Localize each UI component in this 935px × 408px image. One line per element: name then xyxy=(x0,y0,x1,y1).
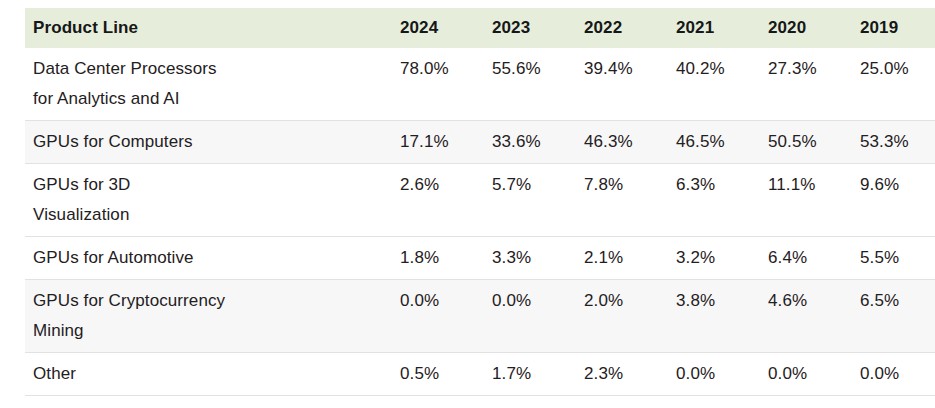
column-header-2020: 2020 xyxy=(768,13,860,43)
value-cell: 2.6% xyxy=(400,170,492,200)
value-cell: 25.0% xyxy=(860,54,935,84)
value-cell: 1.7% xyxy=(492,359,584,389)
value-cell: 27.3% xyxy=(768,54,860,84)
value-cell: 39.4% xyxy=(584,54,676,84)
row-label: GPUs for 3D Visualization xyxy=(25,170,400,230)
column-header-2023: 2023 xyxy=(492,13,584,43)
table-row-gpus-for-cryptocurrency-mining: GPUs for Cryptocurrency Mining 0.0% 0.0%… xyxy=(25,280,935,353)
value-cell: 46.3% xyxy=(584,127,676,157)
column-header-2024: 2024 xyxy=(400,13,492,43)
row-label: GPUs for Computers xyxy=(25,127,400,157)
value-cell: 40.2% xyxy=(676,54,768,84)
value-cell: 3.8% xyxy=(676,286,768,316)
value-cell: 2.0% xyxy=(584,286,676,316)
value-cell: 0.0% xyxy=(860,359,935,389)
value-cell: 46.5% xyxy=(676,127,768,157)
value-cell: 11.1% xyxy=(768,170,860,200)
value-cell: 4.6% xyxy=(768,286,860,316)
value-cell: 0.0% xyxy=(492,286,584,316)
table-row-gpus-for-automotive: GPUs for Automotive 1.8% 3.3% 2.1% 3.2% … xyxy=(25,237,935,280)
value-cell: 5.7% xyxy=(492,170,584,200)
table-header-row: Product Line 2024 2023 2022 2021 2020 20… xyxy=(25,8,935,48)
value-cell: 2.3% xyxy=(584,359,676,389)
value-cell: 78.0% xyxy=(400,54,492,84)
value-cell: 0.0% xyxy=(768,359,860,389)
value-cell: 6.4% xyxy=(768,243,860,273)
value-cell: 53.3% xyxy=(860,127,935,157)
value-cell: 9.6% xyxy=(860,170,935,200)
value-cell: 3.3% xyxy=(492,243,584,273)
value-cell: 50.5% xyxy=(768,127,860,157)
column-header-product-line: Product Line xyxy=(25,13,400,43)
column-header-2022: 2022 xyxy=(584,13,676,43)
row-label: Other xyxy=(25,359,400,389)
table-row-data-center-processors: Data Center Processors for Analytics and… xyxy=(25,48,935,121)
value-cell: 1.8% xyxy=(400,243,492,273)
value-cell: 17.1% xyxy=(400,127,492,157)
value-cell: 33.6% xyxy=(492,127,584,157)
value-cell: 6.5% xyxy=(860,286,935,316)
value-cell: 0.5% xyxy=(400,359,492,389)
value-cell: 6.3% xyxy=(676,170,768,200)
value-cell: 7.8% xyxy=(584,170,676,200)
value-cell: 3.2% xyxy=(676,243,768,273)
value-cell: 0.0% xyxy=(676,359,768,389)
value-cell: 2.1% xyxy=(584,243,676,273)
value-cell: 55.6% xyxy=(492,54,584,84)
product-line-revenue-table: Product Line 2024 2023 2022 2021 2020 20… xyxy=(25,8,935,396)
row-label: GPUs for Cryptocurrency Mining xyxy=(25,286,400,346)
value-cell: 0.0% xyxy=(400,286,492,316)
row-label: GPUs for Automotive xyxy=(25,243,400,273)
table-row-gpus-for-computers: GPUs for Computers 17.1% 33.6% 46.3% 46.… xyxy=(25,121,935,164)
column-header-2019: 2019 xyxy=(860,13,935,43)
table-row-other: Other 0.5% 1.7% 2.3% 0.0% 0.0% 0.0% xyxy=(25,353,935,396)
table-row-gpus-for-3d-visualization: GPUs for 3D Visualization 2.6% 5.7% 7.8%… xyxy=(25,164,935,237)
column-header-2021: 2021 xyxy=(676,13,768,43)
value-cell: 5.5% xyxy=(860,243,935,273)
row-label: Data Center Processors for Analytics and… xyxy=(25,54,400,114)
